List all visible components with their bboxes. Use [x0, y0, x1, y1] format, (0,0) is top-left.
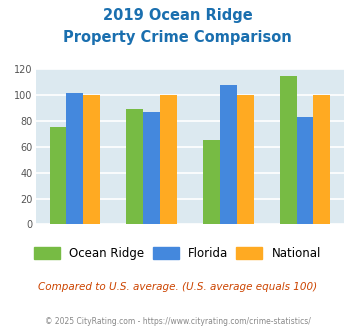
Bar — [66, 92, 83, 224]
Bar — [220, 85, 237, 224]
Bar — [237, 95, 253, 224]
Text: Compared to U.S. average. (U.S. average equals 100): Compared to U.S. average. (U.S. average … — [38, 282, 317, 292]
Bar — [83, 95, 100, 224]
Text: 2019 Ocean Ridge: 2019 Ocean Ridge — [103, 8, 252, 23]
Bar — [296, 117, 313, 224]
Bar — [160, 95, 177, 224]
Bar — [313, 95, 330, 224]
Bar — [143, 112, 160, 224]
Text: Property Crime Comparison: Property Crime Comparison — [63, 30, 292, 45]
Bar — [50, 127, 66, 224]
Bar — [280, 76, 296, 224]
Bar — [203, 140, 220, 224]
Legend: Ocean Ridge, Florida, National: Ocean Ridge, Florida, National — [29, 242, 326, 265]
Bar — [126, 109, 143, 224]
Text: © 2025 CityRating.com - https://www.cityrating.com/crime-statistics/: © 2025 CityRating.com - https://www.city… — [45, 317, 310, 326]
